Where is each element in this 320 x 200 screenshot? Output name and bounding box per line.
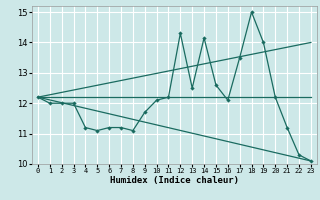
X-axis label: Humidex (Indice chaleur): Humidex (Indice chaleur) (110, 176, 239, 185)
